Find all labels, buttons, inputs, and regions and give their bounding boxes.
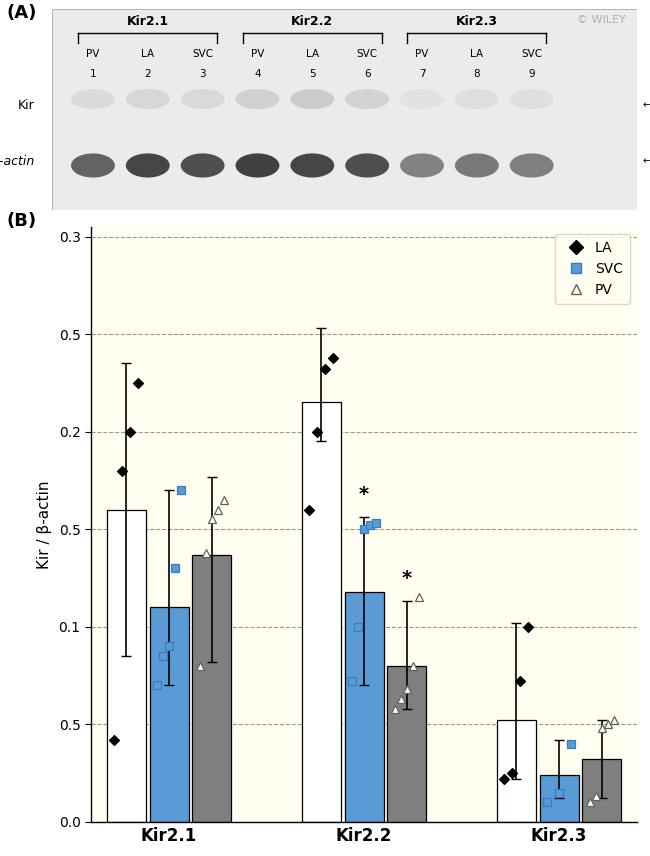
Ellipse shape: [345, 153, 389, 177]
Bar: [540, 775, 578, 822]
Ellipse shape: [400, 153, 444, 177]
Ellipse shape: [235, 89, 280, 110]
Text: Kir2.3: Kir2.3: [456, 15, 498, 27]
Text: Kir: Kir: [18, 98, 34, 111]
Bar: [582, 759, 621, 822]
Ellipse shape: [291, 153, 334, 177]
Text: (B): (B): [6, 212, 36, 230]
Text: Kir2.1: Kir2.1: [127, 15, 169, 27]
Ellipse shape: [291, 89, 334, 110]
Bar: [150, 607, 188, 822]
Text: 3: 3: [200, 69, 206, 79]
Text: 1: 1: [90, 69, 96, 79]
Bar: [387, 666, 426, 822]
Text: SVC: SVC: [521, 49, 542, 59]
Ellipse shape: [400, 89, 444, 110]
Text: LA: LA: [141, 49, 154, 59]
Ellipse shape: [126, 153, 170, 177]
Text: β-actin: β-actin: [0, 155, 34, 168]
Text: 7: 7: [419, 69, 425, 79]
Ellipse shape: [71, 89, 115, 110]
Text: 4: 4: [254, 69, 261, 79]
Bar: [192, 555, 231, 822]
Text: © WILEY: © WILEY: [577, 15, 625, 25]
Text: PV: PV: [415, 49, 429, 59]
Text: LA: LA: [471, 49, 484, 59]
Y-axis label: Kir / β-actin: Kir / β-actin: [36, 480, 51, 568]
Text: *: *: [402, 568, 412, 588]
Ellipse shape: [510, 89, 554, 110]
Text: ← 50-52 KDa: ← 50-52 KDa: [643, 100, 650, 110]
Ellipse shape: [71, 153, 115, 177]
Ellipse shape: [455, 89, 499, 110]
Text: PV: PV: [86, 49, 99, 59]
Text: SVC: SVC: [357, 49, 378, 59]
Text: Kir2.2: Kir2.2: [291, 15, 333, 27]
Ellipse shape: [455, 153, 499, 177]
Text: 2: 2: [144, 69, 151, 79]
Text: ← 42-43 KDa: ← 42-43 KDa: [643, 157, 650, 166]
Text: (A): (A): [6, 4, 37, 22]
Bar: [302, 402, 341, 822]
Text: 9: 9: [528, 69, 535, 79]
Text: 5: 5: [309, 69, 316, 79]
FancyBboxPatch shape: [52, 9, 637, 210]
Ellipse shape: [510, 153, 554, 177]
Bar: [497, 721, 536, 822]
Ellipse shape: [235, 153, 280, 177]
Ellipse shape: [181, 89, 225, 110]
Text: LA: LA: [306, 49, 319, 59]
Legend: LA, SVC, PV: LA, SVC, PV: [555, 234, 630, 304]
Bar: [107, 509, 146, 822]
Ellipse shape: [126, 89, 170, 110]
Text: SVC: SVC: [192, 49, 213, 59]
Ellipse shape: [345, 89, 389, 110]
Text: 8: 8: [474, 69, 480, 79]
Text: *: *: [359, 484, 369, 504]
Text: 6: 6: [364, 69, 370, 79]
Ellipse shape: [181, 153, 225, 177]
Text: PV: PV: [251, 49, 264, 59]
Bar: [344, 591, 383, 822]
